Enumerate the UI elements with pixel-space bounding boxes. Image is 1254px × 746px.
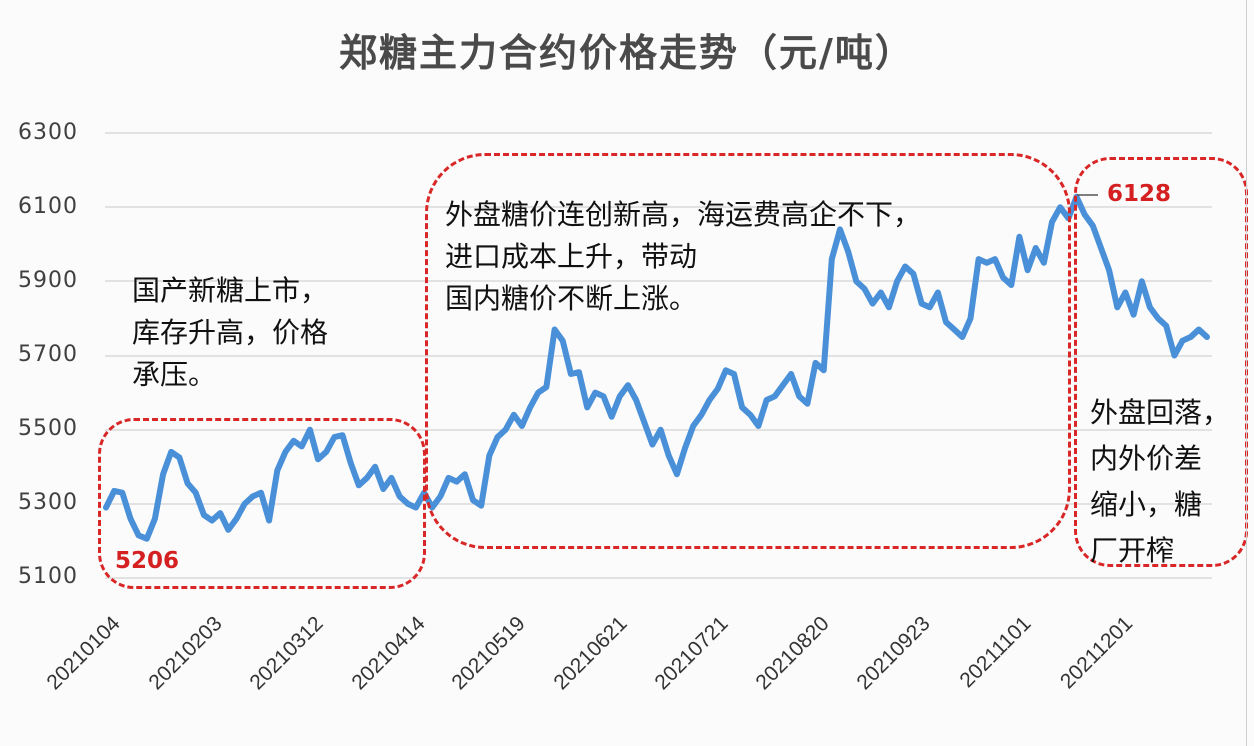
y-tick-5500: 5500 xyxy=(18,416,78,441)
phase3-line-4: 厂开榨 xyxy=(1090,534,1175,567)
phase1-frame xyxy=(98,418,426,589)
phase2-frame xyxy=(425,153,1071,549)
phase2-line-3: 国内糖价不断上涨。 xyxy=(445,282,698,315)
phase1-line-2: 库存升高，价格 xyxy=(132,316,329,349)
y-tick-5900: 5900 xyxy=(18,268,78,293)
phase2-note: 外盘糖价连创新高，海运费高企不下， 进口成本上升，带动 国内糖价不断上涨。 xyxy=(445,194,921,320)
y-tick-5300: 5300 xyxy=(18,490,78,515)
phase1-note: 国产新糖上市， 库存升高，价格 承压。 xyxy=(132,270,328,396)
phase3-line-2: 内外价差 xyxy=(1090,442,1203,475)
price-line xyxy=(103,193,1210,542)
phase2-line-2: 进口成本上升，带动 xyxy=(445,240,698,273)
chart-title: 郑糖主力合约价格走势（元/吨） xyxy=(339,30,915,75)
y-tick-6100: 6100 xyxy=(18,194,78,219)
phase2-line-1: 外盘糖价连创新高，海运费高企不下， xyxy=(445,198,922,231)
y-tick-5700: 5700 xyxy=(18,342,78,367)
y-tick-6300: 6300 xyxy=(18,120,78,145)
phase1-line-1: 国产新糖上市， xyxy=(132,274,329,307)
max-value-label: 6128 xyxy=(1107,181,1172,207)
y-tick-5100: 5100 xyxy=(18,564,78,589)
phase3-line-3: 缩小，糖 xyxy=(1090,488,1203,521)
min-value-label: 5206 xyxy=(115,548,180,574)
phase3-note: 外盘回落， 内外价差 缩小，糖 厂开榨 xyxy=(1090,390,1230,574)
page-edge xyxy=(1246,0,1247,746)
phase3-line-1: 外盘回落， xyxy=(1090,396,1231,429)
gridlines xyxy=(105,132,1212,579)
phase1-line-3: 承压。 xyxy=(132,358,217,391)
